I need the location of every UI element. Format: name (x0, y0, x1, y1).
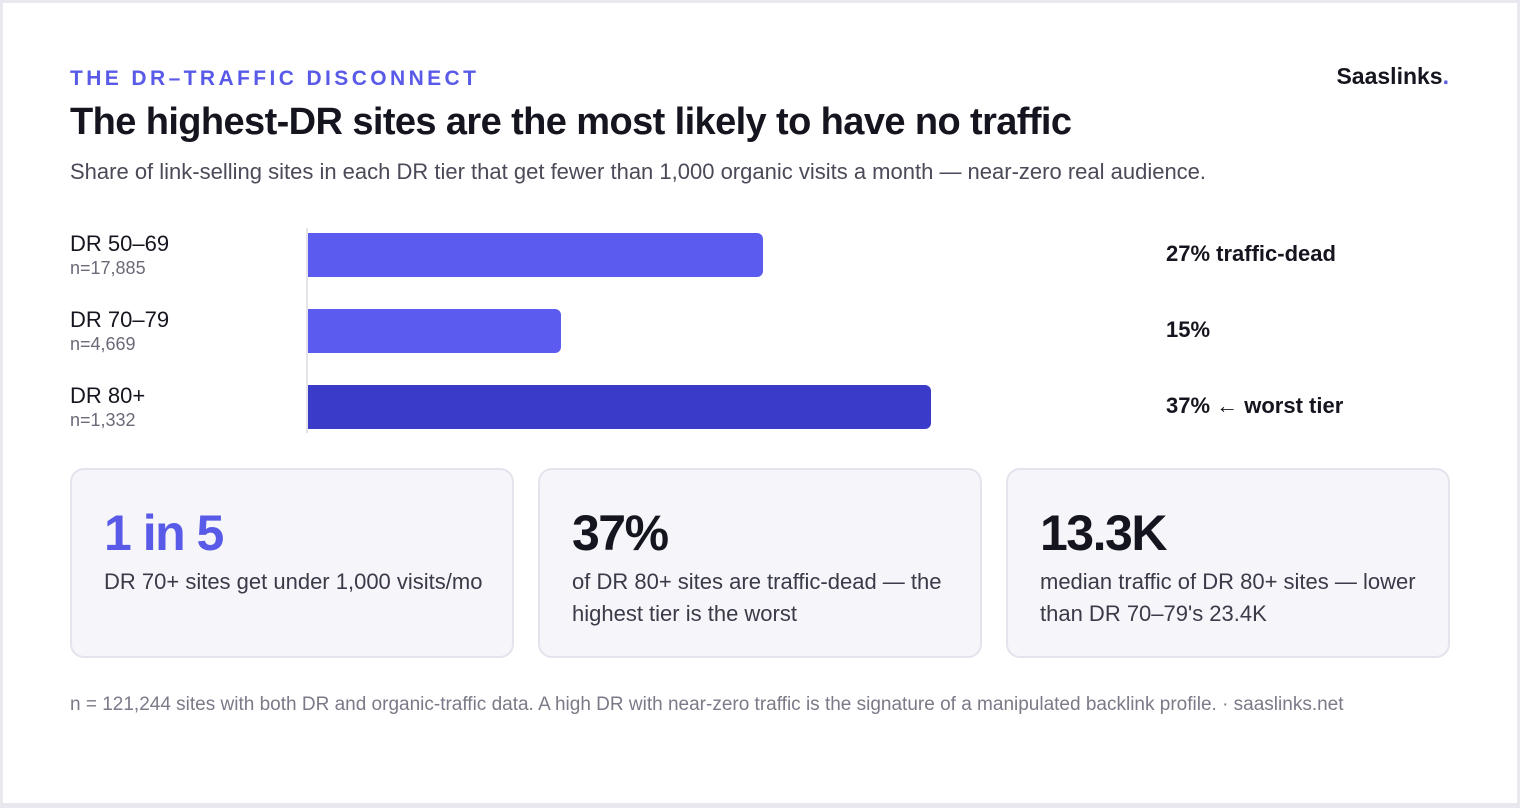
stat-value: 13.3K (1040, 505, 1167, 561)
bar (308, 385, 932, 429)
stat-value: 37% (572, 505, 669, 561)
data-label: 27% traffic-dead (1166, 241, 1336, 266)
footnote: n = 121,244 sites with both DR and organ… (70, 694, 1344, 715)
bar (308, 309, 561, 353)
bar (308, 233, 763, 277)
brand-name: Saaslinks (1336, 63, 1443, 89)
tick-label: DR 70–79 (70, 307, 170, 332)
stat-card-median-traffic: 13.3K median traffic of DR 80+ sites — l… (1006, 468, 1450, 658)
tick-label: DR 50–69 (70, 231, 170, 256)
brand-dot: . (1442, 63, 1449, 89)
chart-title: The highest-DR sites are the most likely… (70, 101, 1072, 143)
tick-label: DR 80+ (70, 383, 146, 408)
data-label: 15% (1166, 317, 1211, 342)
chart-subtitle: Share of link-selling sites in each DR t… (70, 159, 1207, 184)
infographic-card: THE DR–TRAFFIC DISCONNECT Saaslinks. The… (3, 3, 1517, 803)
stat-description: DR 70+ sites get under 1,000 visits/mo (104, 569, 483, 594)
stat-description: of DR 80+ sites are traffic-dead — the h… (572, 569, 942, 626)
data-label: 37% ← worst tier (1166, 393, 1344, 418)
stat-card-one-in-five: 1 in 5 DR 70+ sites get under 1,000 visi… (70, 468, 514, 658)
bar-chart: DR 50–69 n=17,885 27% traffic-dead DR 70–79… (3, 223, 1517, 443)
stat-description: median traffic of DR 80+ sites — lower t… (1040, 569, 1416, 626)
sample-size-label: n=4,669 (70, 334, 136, 354)
bar-axis-line (306, 228, 308, 433)
eyebrow-label: THE DR–TRAFFIC DISCONNECT (70, 67, 480, 90)
sample-size-label: n=1,332 (70, 410, 136, 430)
stat-card-dr80-dead: 37% of DR 80+ sites are traffic-dead — t… (538, 468, 982, 658)
category-label: DR 70–79 n=4,669 (70, 307, 169, 355)
category-label: DR 80+ n=1,332 (70, 383, 145, 431)
stat-value: 1 in 5 (104, 505, 224, 561)
category-label: DR 50–69 n=17,885 (70, 231, 169, 279)
brand-logo[interactable]: Saaslinks. (1336, 63, 1449, 90)
sample-size-label: n=17,885 (70, 258, 146, 278)
